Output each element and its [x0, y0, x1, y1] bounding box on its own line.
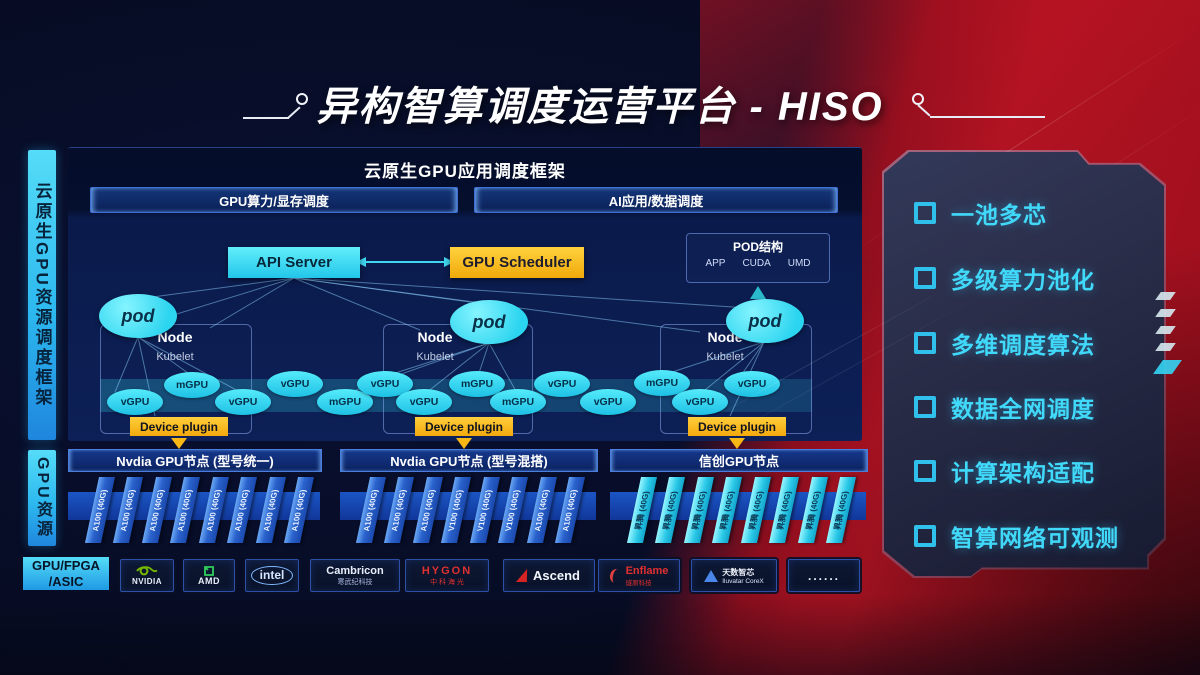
background-bottom-fade [0, 595, 1200, 675]
gpu-group-3-header: 信创GPU节点 [610, 449, 868, 472]
vendor-nvidia: NVIDIA [120, 559, 174, 592]
down-arrow-icon [729, 438, 745, 449]
page-title: 异构智算调度运营平台 - HISO [316, 85, 884, 129]
vendor-hygon: HYGON 中 科 海 光 [405, 559, 489, 592]
title-decoration-left-line [243, 117, 289, 119]
device-plugin-3: Device plugin [688, 417, 786, 436]
intel-logo: intel [250, 566, 294, 585]
vgpu-ellipse: vGPU [215, 389, 271, 415]
pod-structure-item-cuda: CUDA [742, 258, 771, 269]
sidebar-framework-label: 云原生GPU资源调度框架 [28, 150, 56, 440]
vendor-intel: intel [245, 559, 299, 592]
vendor-more: ...... [788, 559, 860, 592]
nvidia-eye-icon [136, 566, 158, 576]
pod-structure-box: POD结构 APP CUDA UMD [686, 233, 830, 283]
feature-item: 多级算力池化 [914, 261, 1095, 295]
vgpu-ellipse: vGPU [107, 389, 163, 415]
vgpu-ellipse: vGPU [534, 371, 590, 397]
checkbox-bullet-icon [914, 525, 936, 547]
sidebar-gpu-resource-label: GPU资源 [28, 450, 56, 546]
iluvatar-triangle-icon [704, 569, 719, 582]
slash-icon [1155, 326, 1176, 334]
down-arrow-icon [456, 438, 472, 449]
slash-icon [1155, 343, 1176, 351]
vgpu-ellipse: vGPU [396, 389, 452, 415]
pod-bubble-3: pod [726, 299, 804, 343]
pod-bubble-1: pod [99, 294, 177, 338]
vgpu-ellipse: vGPU [672, 389, 728, 415]
scheduling-bar-ai: AI应用/数据调度 [474, 187, 838, 213]
node-1-kubelet-label: Kubelet [156, 351, 194, 363]
hardware-category-line2: /ASIC [48, 573, 84, 589]
feature-item: 计算架构适配 [914, 454, 1095, 488]
feature-item: 智算网络可观测 [914, 519, 1119, 553]
hardware-category-box: GPU/FPGA /ASIC [23, 557, 109, 590]
device-plugin-2: Device plugin [415, 417, 513, 436]
device-plugin-1: Device plugin [130, 417, 228, 436]
amd-logo-icon [204, 566, 214, 576]
title-decoration-left-circle-icon [296, 93, 308, 105]
checkbox-bullet-icon [914, 202, 936, 224]
enflame-flame-icon [608, 567, 624, 584]
node-3-kubelet-label: Kubelet [706, 351, 744, 363]
pod-bubble-2: pod [450, 300, 528, 344]
features-list: 一池多芯 多级算力池化 多维调度算法 数据全网调度 计算架构适配 智算网络可观测 [882, 150, 1166, 578]
title-decoration-right-line [930, 116, 1045, 118]
node-2-kubelet-label: Kubelet [416, 351, 454, 363]
mgpu-ellipse: mGPU [490, 389, 546, 415]
panel-slash-decoration [1153, 292, 1182, 383]
vgpu-ellipse: vGPU [267, 371, 323, 397]
slash-icon [1155, 292, 1176, 300]
checkbox-bullet-icon [914, 460, 936, 482]
pod-structure-arrow-icon [750, 286, 766, 299]
title-decoration-right-circle-icon [912, 93, 924, 105]
scheduling-bar-gpu: GPU算力/显存调度 [90, 187, 458, 213]
checkbox-bullet-icon [914, 267, 936, 289]
feature-item: 多维调度算法 [914, 326, 1095, 360]
checkbox-bullet-icon [914, 332, 936, 354]
vgpu-ellipse: vGPU [580, 389, 636, 415]
feature-item: 一池多芯 [914, 196, 1047, 230]
api-server-box: API Server [228, 247, 360, 278]
vendor-ascend: Ascend [503, 559, 595, 592]
gpu-group-2-band [340, 492, 596, 520]
vendor-cambricon: Cambricon 寒武纪科技 [310, 559, 400, 592]
down-arrow-icon [171, 438, 187, 449]
pod-structure-item-umd: UMD [787, 258, 811, 269]
gpu-scheduler-box: GPU Scheduler [450, 247, 584, 278]
gpu-group-2-header: Nvdia GPU节点 (型号混搭) [340, 449, 598, 472]
gpu-group-1-header: Nvdia GPU节点 (型号统一) [68, 449, 322, 472]
vendor-amd: AMD [183, 559, 235, 592]
node-2-label: Node [417, 329, 453, 345]
slash-icon [1155, 309, 1176, 317]
vendor-iluvatar: 天数智芯 Iluvatar CoreX [691, 559, 777, 592]
hardware-category-line1: GPU/FPGA [32, 557, 100, 573]
mgpu-ellipse: mGPU [164, 372, 220, 398]
pod-structure-item-app: APP [705, 258, 726, 269]
ascend-logo-icon [515, 569, 532, 582]
checkbox-bullet-icon [914, 396, 936, 418]
vendor-enflame: Enflame 燧原科技 [598, 559, 680, 592]
feature-item: 数据全网调度 [914, 390, 1095, 424]
framework-panel-title: 云原生GPU应用调度框架 [364, 162, 566, 181]
pod-structure-title: POD结构 [732, 240, 783, 254]
